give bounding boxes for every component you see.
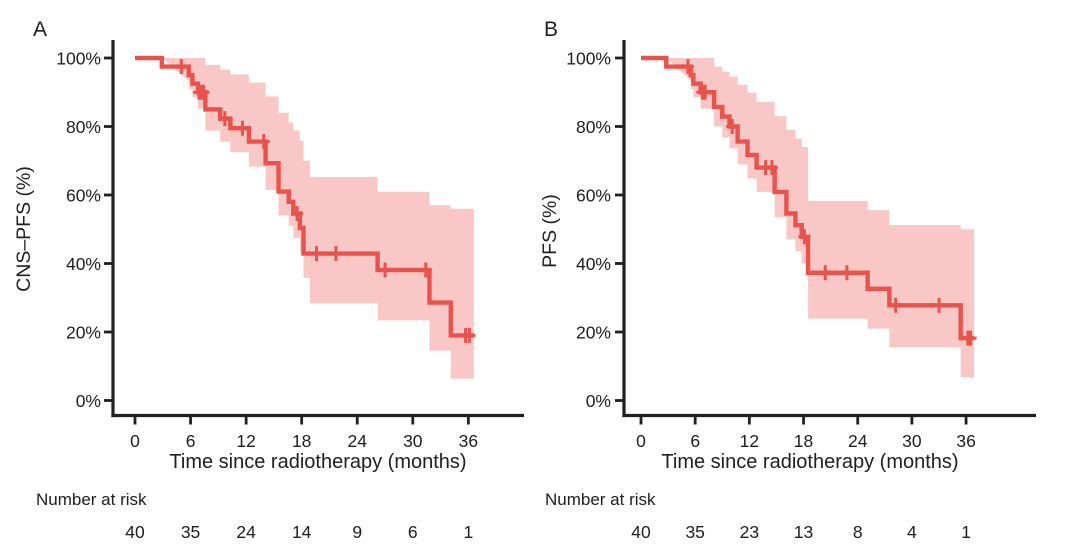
number-at-risk-value: 40: [631, 522, 651, 542]
km-curve: [135, 55, 474, 338]
x-tick-label: 30: [902, 431, 922, 451]
number-at-risk-value: 14: [292, 522, 312, 542]
km-curve: [641, 55, 975, 341]
km-panel-a: 0% 20% 40% 60% 80% 100% 0 40 6 35 12 24 18 14 24 9 30 6 36…: [13, 18, 524, 542]
y-tick-label: 0%: [586, 391, 611, 411]
x-tick-label: 6: [690, 431, 700, 451]
x-tick-label: 0: [636, 431, 646, 451]
y-tick-label: 100%: [56, 49, 101, 69]
number-at-risk-value: 1: [463, 522, 473, 542]
x-tick-label: 24: [348, 431, 368, 451]
x-tick-label: 30: [403, 431, 423, 451]
y-axis-title-a: CNS–PFS (%): [13, 166, 35, 292]
x-tick-label: 24: [848, 431, 868, 451]
confidence-band: [161, 58, 474, 379]
km-panel-b: 0% 20% 40% 60% 80% 100% 0 40 6 35 12 23 18 13 24 8 30 4 36…: [540, 18, 1036, 542]
number-at-risk-value: 35: [685, 522, 704, 542]
number-at-risk-value: 6: [408, 522, 418, 542]
number-at-risk-value: 40: [125, 522, 145, 542]
km-chart-a: 0% 20% 40% 60% 80% 100% 0 40 6 35 12 24 18 14 24 9 30 6 36…: [56, 40, 524, 542]
number-at-risk-value: 9: [352, 522, 362, 542]
x-tick-label: 36: [459, 431, 478, 451]
number-at-risk-value: 1: [961, 522, 971, 542]
confidence-band: [666, 58, 975, 378]
x-tick-label: 12: [740, 431, 759, 451]
y-tick-label: 80%: [66, 117, 101, 137]
x-tick-label: 0: [130, 431, 140, 451]
x-tick-label: 18: [292, 431, 311, 451]
y-tick-label: 20%: [576, 323, 611, 343]
y-tick-label: 20%: [66, 323, 101, 343]
y-tick-label: 60%: [66, 186, 101, 206]
y-tick-label: 40%: [576, 254, 611, 274]
number-at-risk-value: 23: [740, 522, 759, 542]
number-at-risk-label-b: Number at risk: [545, 490, 656, 509]
number-at-risk-value: 4: [907, 522, 917, 542]
km-chart-b: 0% 20% 40% 60% 80% 100% 0 40 6 35 12 23 18 13 24 8 30 4 36…: [566, 40, 1036, 542]
number-at-risk-label-a: Number at risk: [36, 490, 147, 509]
y-tick-label: 60%: [576, 186, 611, 206]
number-at-risk-value: 24: [236, 522, 256, 542]
number-at-risk-value: 35: [181, 522, 200, 542]
y-tick-label: 80%: [576, 117, 611, 137]
panel-letter-a: A: [33, 18, 47, 41]
x-tick-label: 36: [956, 431, 975, 451]
y-tick-label: 0%: [76, 391, 101, 411]
number-at-risk-value: 8: [853, 522, 863, 542]
x-tick-label: 12: [236, 431, 255, 451]
x-axis-title-a: Time since radiotherapy (months): [169, 451, 466, 473]
number-at-risk-value: 13: [794, 522, 813, 542]
y-axis-title-b: PFS (%): [540, 194, 561, 268]
panel-letter-b: B: [544, 18, 558, 41]
x-axis-title-b: Time since radiotherapy (months): [661, 451, 958, 473]
y-tick-label: 100%: [566, 49, 611, 69]
x-tick-label: 18: [794, 431, 813, 451]
x-tick-label: 6: [186, 431, 196, 451]
y-tick-label: 40%: [66, 254, 101, 274]
